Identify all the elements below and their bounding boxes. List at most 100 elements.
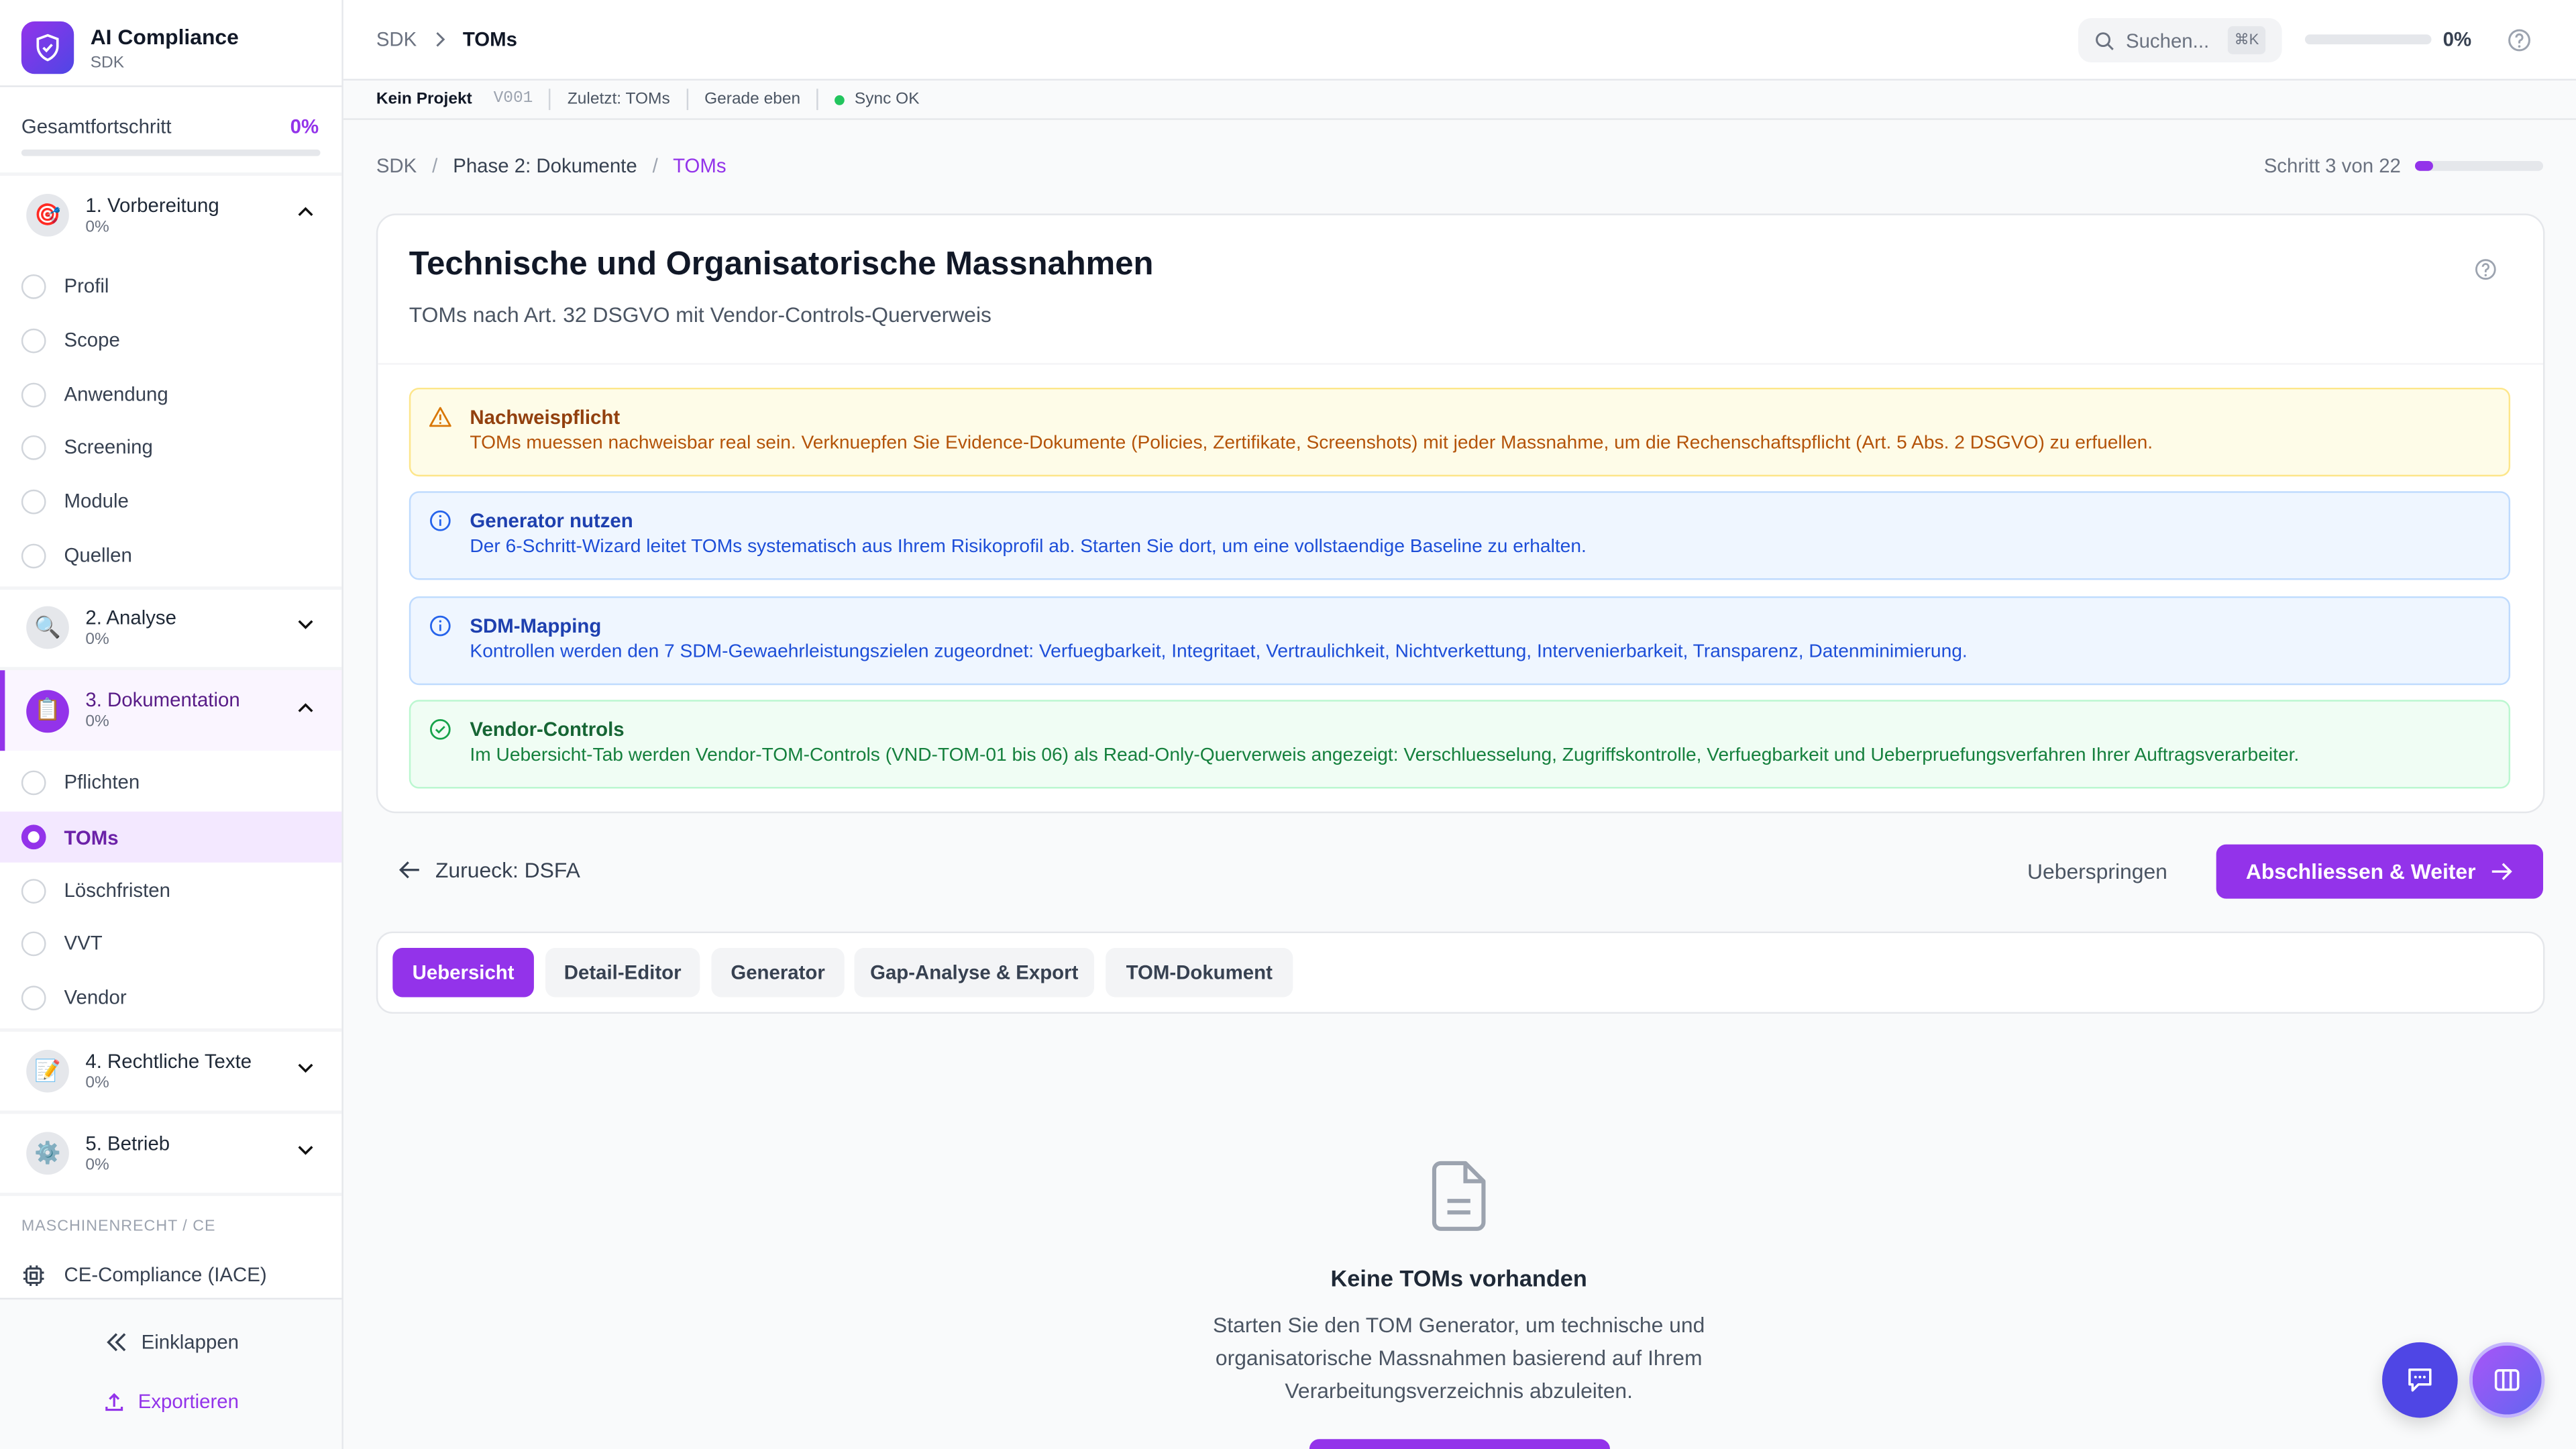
chevron-up-icon — [298, 207, 313, 217]
tab-tom-dokument[interactable]: TOM-Dokument — [1106, 948, 1293, 998]
skip-button[interactable]: Ueberspringen — [2027, 859, 2167, 884]
alert-generator: Generator nutzen Der 6-Schritt-Wizard le… — [409, 491, 2511, 580]
sidebar-item-profil[interactable]: Profil — [0, 261, 341, 310]
section-progress: 0% — [85, 1073, 109, 1092]
section-progress: 0% — [85, 217, 109, 236]
radio-icon — [21, 327, 46, 353]
section-label: 4. Rechtliche Texte — [85, 1049, 252, 1072]
overall-progress-label: Gesamtfortschritt — [21, 115, 172, 138]
sidebar-item-screening[interactable]: Screening — [0, 422, 341, 471]
alert-text: Im Uebersicht-Tab werden Vendor-TOM-Cont… — [470, 745, 2300, 766]
tab-detail-editor[interactable]: Detail-Editor — [545, 948, 700, 998]
export-label: Exportieren — [138, 1389, 239, 1413]
sidebar-item-pflichten[interactable]: Pflichten — [0, 757, 341, 806]
crumb-sdk[interactable]: SDK — [376, 28, 417, 51]
help-icon[interactable] — [2507, 28, 2532, 53]
sidebar-item-vendor[interactable]: Vendor — [0, 973, 341, 1022]
breadcrumb-current: TOMs — [673, 154, 727, 178]
tab-generator[interactable]: Generator — [711, 948, 845, 998]
sidebar-item-vvt[interactable]: VVT — [0, 918, 341, 967]
complete-next-button[interactable]: Abschliessen & Weiter — [2216, 844, 2544, 899]
section-dokumentation[interactable]: 📋 3. Dokumentation 0% — [0, 670, 342, 751]
section-rechtliche-texte[interactable]: 📝 4. Rechtliche Texte 0% — [0, 1033, 341, 1109]
alert-sdm-mapping: SDM-Mapping Kontrollen werden den 7 SDM-… — [409, 596, 2511, 686]
chevron-right-icon — [435, 32, 445, 47]
last-time: Gerade eben — [704, 90, 801, 109]
crumb-current: TOMs — [462, 28, 517, 51]
alert-text: Kontrollen werden den 7 SDM-Gewaehrleist… — [470, 642, 1968, 662]
back-label: Zurueck: DSFA — [435, 857, 580, 883]
breadcrumb-sdk[interactable]: SDK — [376, 154, 417, 178]
step-progress-bar — [2415, 161, 2544, 171]
clipboard-icon: 📋 — [26, 689, 69, 733]
alert-title: Vendor-Controls — [470, 718, 625, 741]
search-icon — [2096, 31, 2114, 50]
overall-progress-value: 0% — [290, 115, 319, 138]
help-icon[interactable] — [2474, 258, 2497, 280]
page-subtitle: TOMs nach Art. 32 DSGVO mit Vendor-Contr… — [409, 302, 991, 327]
radio-selected-icon — [21, 824, 46, 850]
sidebar-item-scope[interactable]: Scope — [0, 315, 341, 364]
status-bar: Kein Projekt V001 Zuletzt: TOMs Gerade e… — [343, 80, 2576, 120]
sidebar-item-toms[interactable]: TOMs — [0, 811, 342, 863]
empty-text: Starten Sie den TOM Generator, um techni… — [1213, 1312, 1705, 1403]
gear-icon: ⚙️ — [26, 1132, 69, 1175]
section-analyse[interactable]: 🔍 2. Analyse 0% — [0, 590, 341, 665]
radio-icon — [21, 382, 46, 407]
chevrons-left-icon — [107, 1333, 126, 1352]
section-progress: 0% — [85, 1155, 109, 1174]
columns-icon — [2494, 1369, 2520, 1391]
chat-icon — [2408, 1368, 2432, 1392]
item-label: Scope — [64, 328, 120, 352]
document-icon — [1432, 1161, 1486, 1231]
radio-icon — [21, 273, 46, 299]
section-betrieb[interactable]: ⚙️ 5. Betrieb 0% — [0, 1116, 341, 1191]
alert-text: Der 6-Schritt-Wizard leitet TOMs systema… — [470, 537, 1587, 557]
tab-bar — [376, 931, 2545, 1014]
sidebar-item-module[interactable]: Module — [0, 476, 341, 525]
version-label: V001 — [493, 90, 533, 109]
alert-vendor-controls: Vendor-Controls Im Uebersicht-Tab werden… — [409, 700, 2511, 789]
section-vorbereitung[interactable]: 🎯 1. Vorbereitung 0% — [0, 177, 341, 253]
last-step: Zuletzt: TOMs — [567, 90, 670, 109]
export-button[interactable]: Exportieren — [103, 1390, 239, 1413]
radio-icon — [21, 488, 46, 514]
tab-uebersicht[interactable]: Uebersicht — [392, 948, 534, 998]
item-label: Quellen — [64, 543, 132, 567]
breadcrumb: SDK / Phase 2: Dokumente / TOMs — [376, 154, 727, 178]
collapse-button[interactable]: Einklappen — [105, 1331, 239, 1354]
start-generator-button[interactable] — [1309, 1439, 1611, 1449]
item-label: Anwendung — [64, 382, 168, 406]
search-input[interactable]: Suchen... ⌘K — [2078, 17, 2282, 63]
sidebar-item-loeschfristen[interactable]: Löschfristen — [0, 866, 341, 915]
chevron-down-icon — [298, 1063, 313, 1073]
section-label: 2. Analyse — [85, 605, 176, 629]
empty-title: Keine TOMs vorhanden — [1330, 1265, 1587, 1291]
header-progress-bar — [2304, 34, 2432, 45]
tab-gap-analyse-export[interactable]: Gap-Analyse & Export — [854, 948, 1095, 998]
section-label: 5. Betrieb — [85, 1131, 170, 1155]
chevron-up-icon — [298, 703, 313, 712]
collapse-label: Einklappen — [141, 1330, 239, 1354]
section-label: 1. Vorbereitung — [85, 193, 219, 217]
overall-progress-bar — [21, 149, 321, 156]
upload-icon — [105, 1392, 123, 1410]
header-breadcrumb: SDK TOMs — [376, 28, 517, 51]
sidebar-item-ce-compliance[interactable]: CE-Compliance (IACE) — [21, 1258, 267, 1291]
alert-title: Nachweispflicht — [470, 405, 621, 429]
chat-button[interactable] — [2382, 1342, 2458, 1418]
logo-shield-icon — [21, 21, 74, 74]
columns-panel-button[interactable] — [2469, 1342, 2545, 1418]
sidebar-footer — [0, 1297, 342, 1449]
sidebar-item-quellen[interactable]: Quellen — [0, 531, 341, 580]
sidebar-item-anwendung[interactable]: Anwendung — [0, 370, 341, 419]
app-title: AI Compliance — [90, 24, 239, 50]
back-button[interactable]: Zurueck: DSFA — [398, 857, 580, 882]
radio-icon — [21, 985, 46, 1010]
shortcut-badge: ⌘K — [2227, 26, 2266, 54]
memo-icon: 📝 — [26, 1049, 69, 1093]
radio-icon — [21, 877, 46, 903]
arrow-right-icon — [2491, 863, 2512, 880]
item-label: VVT — [64, 931, 103, 955]
breadcrumb-phase[interactable]: Phase 2: Dokumente — [453, 154, 637, 178]
